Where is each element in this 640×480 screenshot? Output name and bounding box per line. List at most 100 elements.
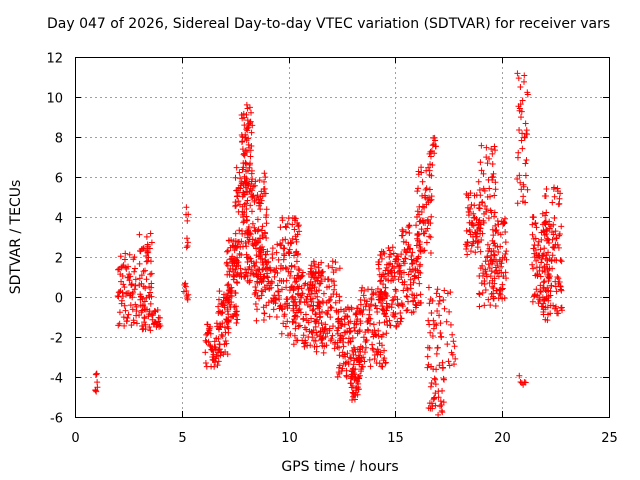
data-point xyxy=(289,235,296,242)
data-point xyxy=(426,300,433,307)
data-point xyxy=(233,320,240,327)
data-point xyxy=(309,270,316,277)
data-point xyxy=(418,299,425,306)
data-point xyxy=(248,266,255,273)
data-point xyxy=(522,199,529,206)
data-point xyxy=(244,125,251,132)
data-point xyxy=(253,240,260,247)
data-point xyxy=(428,309,435,316)
y-tick-label: 2 xyxy=(55,252,63,267)
data-point xyxy=(529,221,536,228)
data-point xyxy=(437,398,444,405)
data-point xyxy=(282,236,289,243)
data-point xyxy=(492,147,499,154)
data-point xyxy=(515,75,522,82)
data-point xyxy=(494,218,501,225)
data-point xyxy=(429,403,436,410)
data-point xyxy=(318,278,325,285)
data-point xyxy=(298,294,305,301)
data-point xyxy=(329,264,336,271)
data-point xyxy=(556,278,563,285)
data-point xyxy=(333,267,340,274)
data-point xyxy=(538,259,545,266)
data-point xyxy=(449,331,456,338)
data-point xyxy=(243,243,250,250)
data-point xyxy=(280,256,287,263)
data-point xyxy=(131,254,138,261)
data-point xyxy=(244,149,251,156)
data-point xyxy=(248,208,255,215)
data-point xyxy=(434,286,441,293)
data-point xyxy=(516,372,523,379)
y-tick-label: -4 xyxy=(50,372,63,387)
y-tick-label: -2 xyxy=(50,332,63,347)
data-point xyxy=(503,256,510,263)
data-points xyxy=(92,70,566,418)
data-point xyxy=(183,235,190,242)
data-point xyxy=(418,209,425,216)
data-point xyxy=(522,172,529,179)
data-point xyxy=(360,292,367,299)
data-point xyxy=(294,231,301,238)
data-point xyxy=(490,285,497,292)
data-point xyxy=(260,317,267,324)
data-point xyxy=(404,293,411,300)
data-point xyxy=(183,204,190,211)
data-point xyxy=(377,252,384,259)
data-point xyxy=(256,295,263,302)
data-point xyxy=(372,302,379,309)
data-point xyxy=(558,287,565,294)
data-point xyxy=(537,273,544,280)
data-point xyxy=(300,332,307,339)
data-point xyxy=(215,358,222,365)
y-tick-label: 4 xyxy=(55,212,63,227)
data-point xyxy=(369,345,376,352)
data-point xyxy=(423,185,430,192)
data-point xyxy=(429,297,436,304)
data-point xyxy=(482,203,489,210)
x-tick-label: 15 xyxy=(387,431,404,446)
data-point xyxy=(411,272,418,279)
data-point xyxy=(355,380,362,387)
data-point xyxy=(119,263,126,270)
data-point xyxy=(93,388,100,395)
data-point xyxy=(416,280,423,287)
data-point xyxy=(530,265,537,272)
data-point xyxy=(437,329,444,336)
data-point xyxy=(268,279,275,286)
data-point xyxy=(145,311,152,318)
data-point xyxy=(232,230,239,237)
data-point xyxy=(290,318,297,325)
data-point xyxy=(123,290,130,297)
data-point xyxy=(229,253,236,260)
data-point xyxy=(233,311,240,318)
data-point xyxy=(223,259,230,266)
data-point xyxy=(300,315,307,322)
data-point xyxy=(491,240,498,247)
data-point xyxy=(371,327,378,334)
data-point xyxy=(243,101,250,108)
data-point xyxy=(258,227,265,234)
data-point xyxy=(325,276,332,283)
data-point xyxy=(287,272,294,279)
data-point xyxy=(545,297,552,304)
data-point xyxy=(307,291,314,298)
data-point xyxy=(267,267,274,274)
data-point xyxy=(314,302,321,309)
data-point xyxy=(236,227,243,234)
data-point xyxy=(435,300,442,307)
data-point xyxy=(148,270,155,277)
data-point xyxy=(463,243,470,250)
tick-labels: 0 5 10 15 20 25 -6 -4 -2 0 2 4 6 8 10 12 xyxy=(46,52,617,447)
data-point xyxy=(501,295,508,302)
data-point xyxy=(529,261,536,268)
data-point xyxy=(481,187,488,194)
data-point xyxy=(356,375,363,382)
data-point xyxy=(379,306,386,313)
data-point xyxy=(365,327,372,334)
data-point xyxy=(273,249,280,256)
data-point xyxy=(534,271,541,278)
data-point xyxy=(263,212,270,219)
data-point xyxy=(329,258,336,265)
data-point xyxy=(478,142,485,149)
